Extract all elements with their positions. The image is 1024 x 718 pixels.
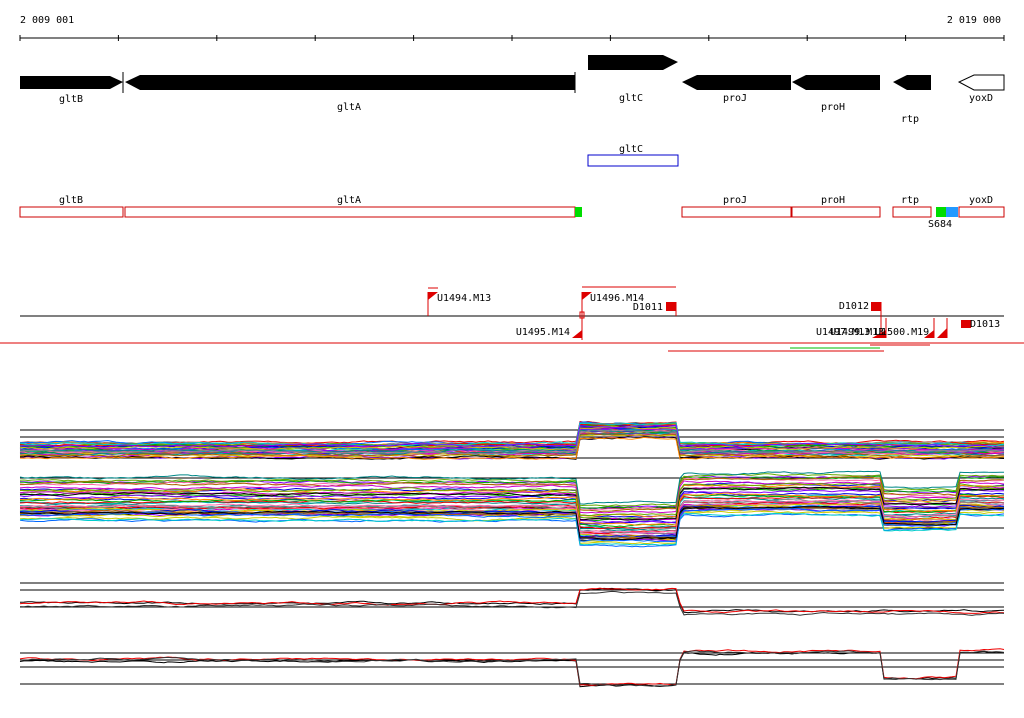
site-mark (575, 207, 582, 217)
site-label: S684 (928, 219, 952, 230)
profile-line (19, 426, 1005, 451)
profile-line (19, 436, 1005, 460)
profile-line (19, 489, 1005, 524)
operon-box (587, 154, 679, 167)
transcript-track (19, 206, 1005, 218)
profile-line (19, 492, 1005, 526)
feature-track (0, 286, 1024, 352)
profile-line (20, 476, 1005, 513)
feature-label: U1496.M14 (590, 293, 644, 304)
feature-label: U1500.M19 (875, 327, 929, 338)
gene-label: gltB (59, 94, 83, 105)
site-mark (936, 207, 946, 217)
profile-line (19, 482, 1005, 517)
profile-line (19, 420, 1005, 445)
profile-line (19, 486, 1005, 521)
profile-line (19, 650, 1005, 688)
profile-line (19, 493, 1005, 528)
transcript-label: gltB (59, 195, 83, 206)
ruler-start: 2 009 001 (20, 15, 74, 26)
profile-line (19, 650, 1005, 687)
feature-label: U1497.M13 (816, 327, 870, 338)
profile-line (19, 429, 1005, 455)
ruler (19, 35, 1005, 41)
profile-line (19, 504, 1005, 538)
profile-line (19, 480, 1005, 514)
feature-label: D1013 (970, 319, 1000, 330)
feature-label: D1012 (839, 301, 869, 312)
profile-line (19, 424, 1004, 448)
profile-line (19, 470, 1004, 505)
profile-line (19, 477, 1005, 511)
feature-label: U1495.M14 (516, 327, 570, 338)
profile-line (19, 505, 1005, 541)
gene-label: rtp (901, 114, 919, 125)
profile-line (19, 590, 1005, 616)
transcript-label: proH (821, 195, 845, 206)
site-mark (946, 207, 958, 217)
profile-line (19, 491, 1005, 525)
gene-label: gltC (619, 93, 643, 104)
profile-line (19, 587, 1005, 614)
gene-track (20, 55, 1005, 93)
expression-profiles (19, 420, 1005, 688)
profile-line (19, 502, 1005, 539)
gene-label: gltA (337, 102, 361, 113)
profile-line (19, 587, 1005, 614)
gene-label: yoxD (969, 93, 993, 104)
operon-label: gltC (619, 144, 643, 155)
feature-label: U1494.M13 (437, 293, 491, 304)
feature-label: U1499.M13 (830, 327, 884, 338)
profile-line (19, 433, 1005, 459)
transcript-label: proJ (723, 195, 747, 206)
profile-line (19, 473, 1005, 507)
gene-label: proJ (723, 93, 747, 104)
transcript-label: yoxD (969, 195, 993, 206)
ruler-end: 2 019 000 (947, 15, 1001, 26)
transcript-label: gltA (337, 195, 361, 206)
profile-line (19, 512, 1004, 546)
profile-line (19, 498, 1005, 535)
feature-label: D1011 (633, 302, 663, 313)
gene-label: proH (821, 102, 845, 113)
profile-line (19, 498, 1005, 534)
transcript-label: rtp (901, 195, 919, 206)
